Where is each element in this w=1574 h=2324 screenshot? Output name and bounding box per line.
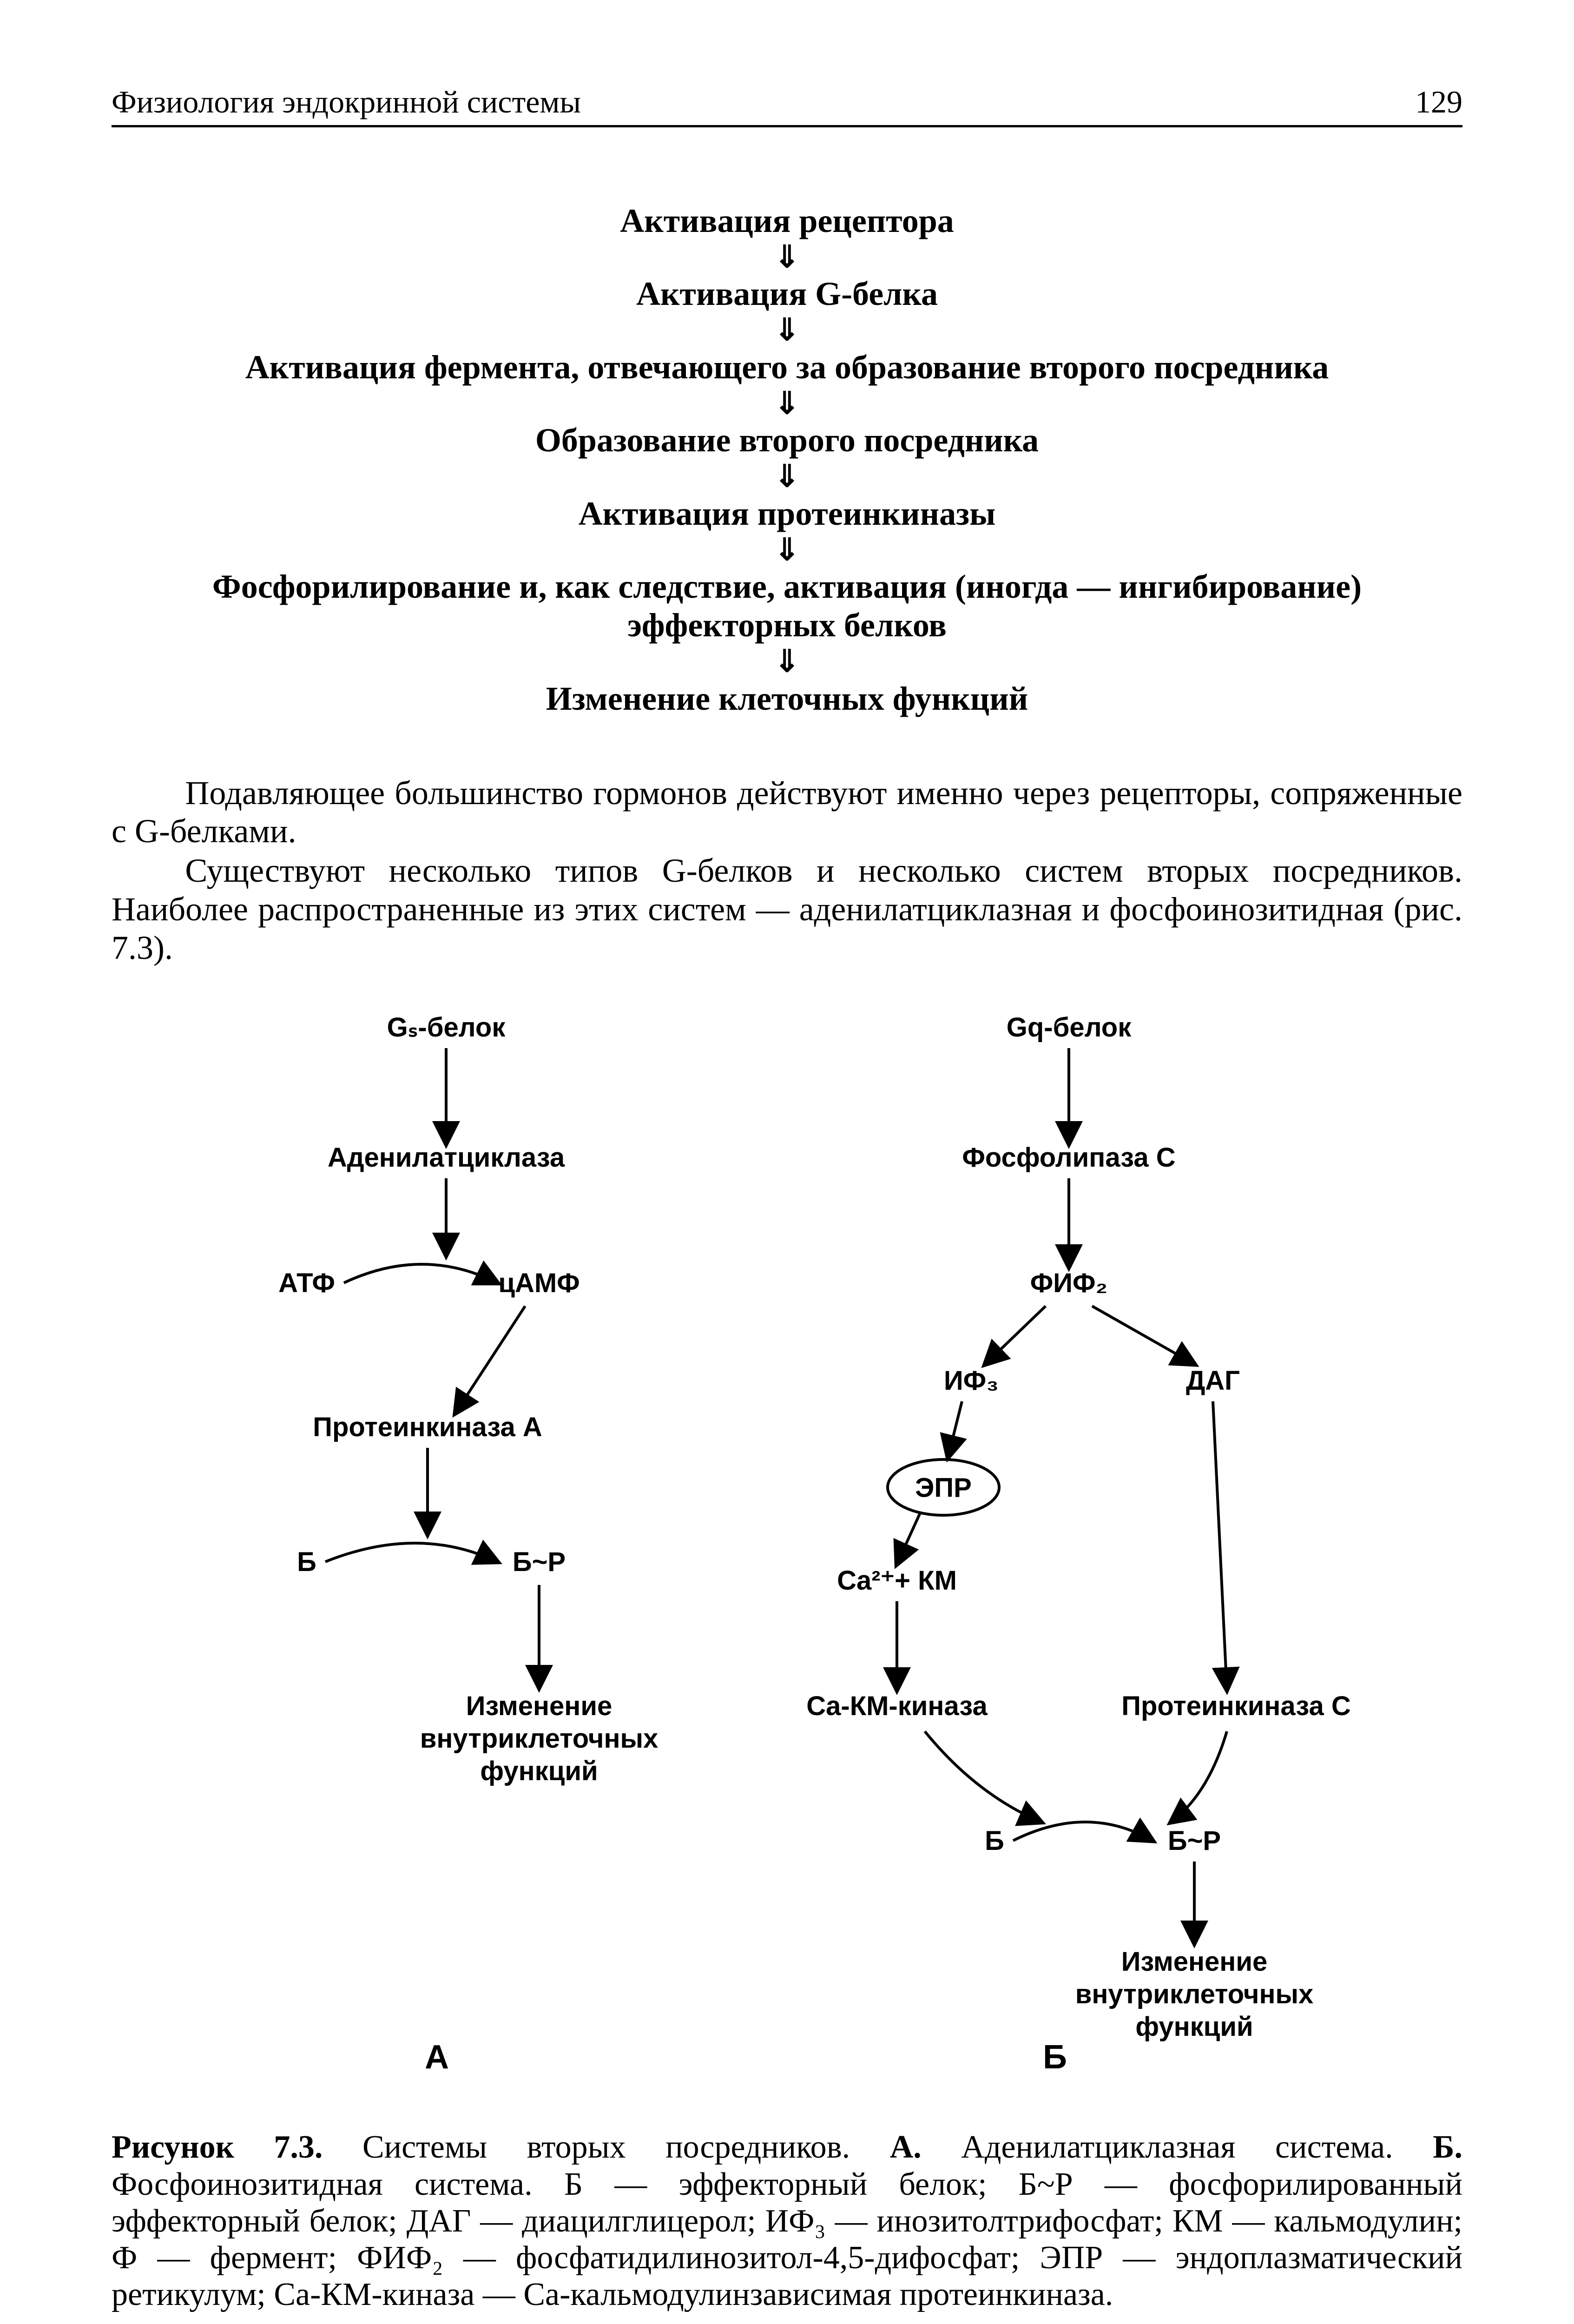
down-arrow-icon: ⇓ <box>112 536 1462 565</box>
header-rule <box>112 125 1462 127</box>
svg-text:функций: функций <box>480 1756 598 1786</box>
caption-a-lead: А. <box>890 2129 922 2165</box>
svg-text:Аденилатциклаза: Аденилатциклаза <box>328 1142 565 1173</box>
svg-text:А: А <box>425 2039 449 2076</box>
cascade-step: Активация G-белка <box>112 275 1462 313</box>
down-arrow-icon: ⇓ <box>112 647 1462 677</box>
svg-text:ИФ₃: ИФ₃ <box>944 1366 999 1396</box>
svg-text:внутриклеточных: внутриклеточных <box>1075 1979 1314 2009</box>
svg-text:Изменение: Изменение <box>1121 1947 1267 1977</box>
svg-text:Ca-КМ-киназа: Ca-КМ-киназа <box>806 1691 988 1721</box>
svg-text:АТФ: АТФ <box>278 1268 335 1298</box>
header-page-number: 129 <box>1415 84 1462 120</box>
svg-text:Б: Б <box>985 1826 1004 1856</box>
svg-text:Б~Р: Б~Р <box>1168 1826 1221 1856</box>
figure-caption: Рисунок 7.3. Системы вторых посредников.… <box>112 2129 1462 2312</box>
caption-b: Фосфоинозитидная система. Б — эффекторны… <box>112 2166 1462 2312</box>
caption-a: Аденилатциклазная система. <box>922 2129 1433 2165</box>
down-arrow-icon: ⇓ <box>112 316 1462 345</box>
cascade-step: Активация фермента, отвечающего за образ… <box>112 348 1462 387</box>
svg-text:Ca²⁺+ КМ: Ca²⁺+ КМ <box>837 1565 957 1596</box>
body-text: Подавляющее большинство гормонов действу… <box>112 774 1462 967</box>
cascade-step: Фосфорилирование и, как следствие, актив… <box>112 568 1462 645</box>
svg-text:Б~Р: Б~Р <box>513 1547 566 1577</box>
signal-cascade: Активация рецептора⇓Активация G-белка⇓Ак… <box>112 202 1462 718</box>
figure-7-3: Gₛ-белок Аденилатциклаза АТФ цАМФ Протеинкин… <box>112 1004 1462 2110</box>
svg-text:ЭПР: ЭПР <box>915 1473 972 1503</box>
svg-text:Б: Б <box>297 1547 316 1577</box>
cascade-step: Образование второго посредника <box>112 421 1462 460</box>
cascade-step: Изменение клеточных функций <box>112 680 1462 718</box>
down-arrow-icon: ⇓ <box>112 243 1462 272</box>
svg-text:функций: функций <box>1135 2012 1253 2042</box>
svg-text:цАМФ: цАМФ <box>498 1268 580 1298</box>
cascade-step: Активация рецептора <box>112 202 1462 240</box>
caption-b-lead: Б. <box>1433 2129 1462 2165</box>
cascade-step: Активация протеинкиназы <box>112 495 1462 533</box>
svg-text:Gₛ-белок: Gₛ-белок <box>387 1012 506 1043</box>
svg-text:Gq-белок: Gq-белок <box>1007 1012 1132 1043</box>
down-arrow-icon: ⇓ <box>112 462 1462 492</box>
svg-text:ДАГ: ДАГ <box>1186 1366 1240 1396</box>
svg-text:внутриклеточных: внутриклеточных <box>420 1723 659 1754</box>
paragraph: Подавляющее большинство гормонов действу… <box>112 774 1462 851</box>
svg-text:Фосфолипаза С: Фосфолипаза С <box>962 1142 1175 1173</box>
paragraph: Существуют несколько типов G-белков и не… <box>112 852 1462 967</box>
figure-svg: Gₛ-белок Аденилатциклаза АТФ цАМФ Протеинкин… <box>112 1004 1462 2110</box>
svg-text:ФИФ₂: ФИФ₂ <box>1030 1268 1107 1298</box>
caption-title: Системы вторых посредников. <box>323 2129 889 2165</box>
svg-text:Протеинкиназа С: Протеинкиназа С <box>1121 1691 1350 1721</box>
caption-lead: Рисунок 7.3. <box>112 2129 323 2165</box>
running-header: Физиология эндокринной системы 129 <box>112 84 1462 120</box>
svg-text:Б: Б <box>1043 2039 1067 2076</box>
header-left: Физиология эндокринной системы <box>112 84 581 120</box>
svg-text:Протеинкиназа A: Протеинкиназа A <box>313 1412 542 1442</box>
svg-text:Изменение: Изменение <box>466 1691 612 1721</box>
down-arrow-icon: ⇓ <box>112 390 1462 419</box>
